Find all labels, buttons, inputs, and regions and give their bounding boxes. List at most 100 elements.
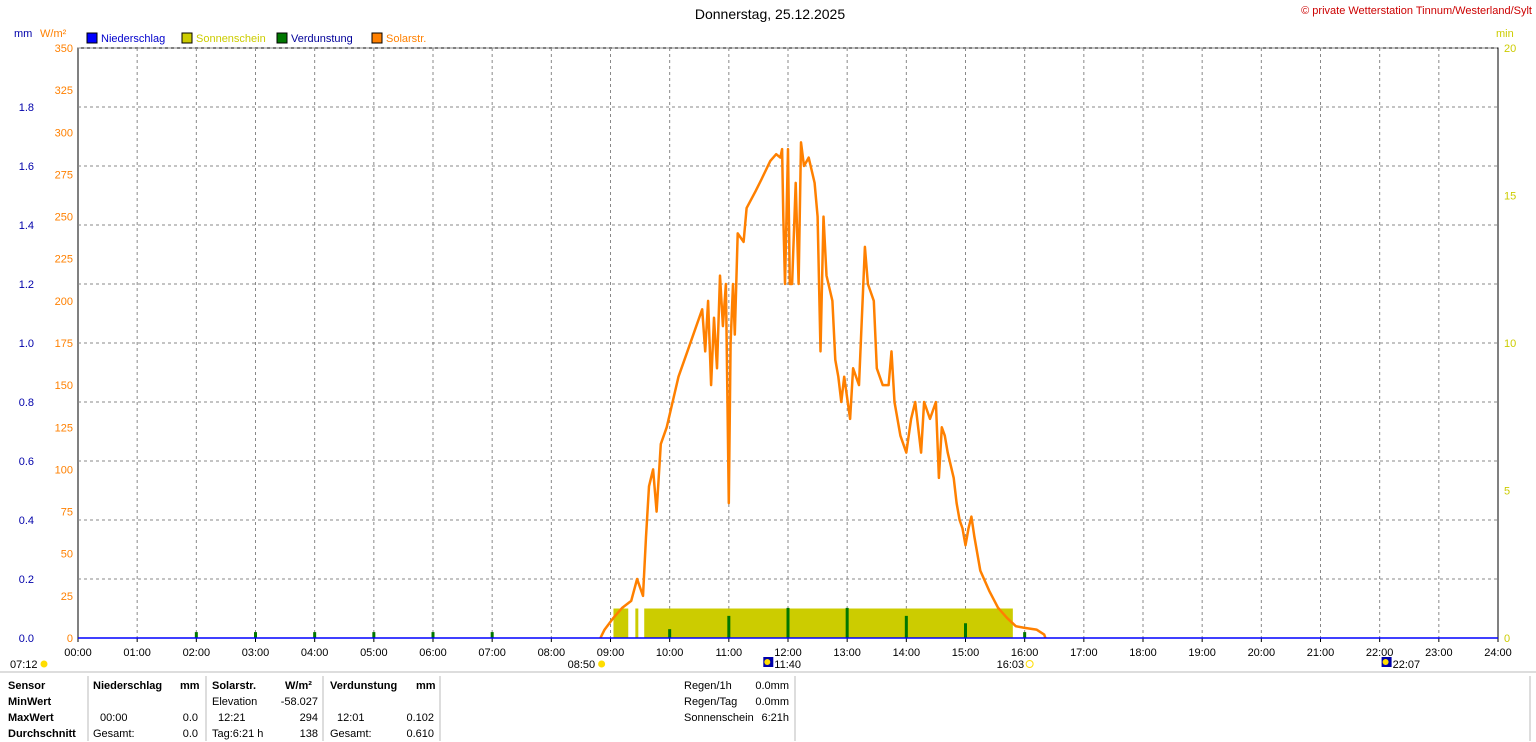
avg-rain-time: Gesamt: [93,728,135,740]
sunrise-icon [40,660,48,668]
unit-wm2-label: W/m² [40,28,67,40]
y-wm2-tick-label: 125 [55,422,73,434]
x-tick-label: 21:00 [1307,647,1335,659]
evaporation-bar [254,632,257,638]
x-tick-label: 03:00 [242,647,270,659]
sunset-icon [1025,660,1034,668]
y-mm-tick-label: 0.0 [19,633,34,645]
summary-regen1h-label: Regen/1h [684,680,732,692]
hdr-niederschlag: Niederschlag [93,680,163,692]
y-wm2-tick-label: 225 [55,254,73,266]
y-wm2-tick-label: 325 [55,85,73,97]
legend-label: Solarstr. [386,33,426,45]
event-label: 08:50 [568,659,596,671]
chart-grid [77,47,1499,639]
evaporation-bar [845,607,849,638]
legend-swatch [181,32,193,44]
summary-regentag-value: 0.0mm [755,696,789,708]
avg-evap-val: 0.610 [406,728,434,740]
y-min-tick-label: 15 [1504,191,1516,203]
evaporation-bar [727,615,731,638]
evaporation-bar [786,607,790,638]
min-solar-val: -58.027 [280,696,318,708]
legend-swatch [371,32,383,44]
max-evap-time: 12:01 [337,712,365,724]
summary-regentag-label: Regen/Tag [684,696,738,708]
x-tick-label: 13:00 [833,647,861,659]
summary-sonnenschein-label: Sonnenschein [684,712,754,724]
y-mm-tick-label: 0.6 [19,456,34,468]
event-label: 16:03 [997,659,1025,671]
x-tick-label: 05:00 [360,647,388,659]
summary-regen1h-value: 0.0mm [755,680,789,692]
y-wm2-tick-label: 0 [67,633,73,645]
avg-evap-time: Gesamt: [330,728,372,740]
x-tick-label: 09:00 [597,647,625,659]
chart-legend: Niederschlag Sonnenschein Verdunstung Solar… [86,32,426,45]
copyright-text: © private Wetterstation Tinnum/Westerlan… [1301,5,1532,17]
y-min-tick-label: 5 [1504,486,1510,498]
row-avg-label: Durchschnitt [8,728,76,740]
y-min-tick-label: 10 [1504,338,1516,350]
evaporation-bar [490,632,494,638]
x-tick-label: 02:00 [183,647,211,659]
y-mm-tick-label: 1.8 [19,102,34,114]
evaporation-bar [194,632,198,638]
max-rain-val: 0.0 [182,712,198,724]
x-tick-label: 17:00 [1070,647,1098,659]
y-wm2-tick-label: 275 [55,169,73,181]
y-mm-tick-label: 1.0 [19,338,34,350]
avg-solar-time: Tag:6:21 h [212,728,264,740]
x-tick-label: 14:00 [893,647,921,659]
chart-labels: 00:00 01:00 02:00 03:00 04:00 05:00 06:00 07:00… [14,28,1516,659]
y-wm2-tick-label: 100 [55,464,73,476]
x-tick-label: 16:00 [1011,647,1039,659]
event-label: 11:40 [774,659,801,671]
y-wm2-tick-label: 25 [61,591,73,603]
legend-swatch [276,32,288,44]
row-min-label: MinWert [8,696,52,708]
y-wm2-tick-label: 150 [55,380,73,392]
sun-icon [598,660,606,668]
hdr-solar: Solarstr. [212,680,257,692]
sunshine-bars [613,608,1013,638]
x-tick-label: 19:00 [1188,647,1216,659]
sunshine-bar [644,608,1013,638]
evaporation-bar [668,629,672,638]
max-rain-time: 00:00 [100,712,128,724]
max-evap-val: 0.102 [406,712,434,724]
stats-table: Sensor Niederschlag mm Solarstr. W/m² Ve… [0,676,1536,741]
evaporation-bars [194,607,1027,638]
y-mm-tick-label: 1.4 [19,220,34,232]
sunshine-bar [613,608,629,638]
y-mm-tick-label: 1.6 [19,161,34,173]
moon-icon-glyph [764,659,771,665]
y-wm2-tick-label: 200 [55,296,73,308]
y-mm-tick-label: 0.8 [19,397,34,409]
evaporation-bar [1023,632,1027,638]
x-tick-label: 20:00 [1248,647,1276,659]
chart-axes [77,637,1499,642]
avg-rain-val: 0.0 [182,728,198,740]
event-label: 07:12 [10,659,38,671]
y-wm2-tick-label: 350 [55,43,73,55]
x-tick-label: 15:00 [952,647,980,659]
x-tick-label: 22:00 [1366,647,1394,659]
y-mm-tick-label: 0.2 [19,574,34,586]
evaporation-bar [904,615,908,638]
sunshine-bar [635,608,639,638]
y-wm2-tick-label: 175 [55,338,73,350]
max-solar-val: 294 [299,712,318,724]
x-tick-label: 06:00 [419,647,447,659]
legend-swatch [86,32,98,44]
legend-label: Sonnenschein [196,33,266,45]
x-tick-label: 04:00 [301,647,329,659]
y-wm2-tick-label: 50 [61,549,73,561]
max-solar-time: 12:21 [218,712,246,724]
y-min-tick-label: 20 [1504,43,1516,55]
y-min-tick-label: 0 [1504,633,1510,645]
evaporation-bar [372,632,376,638]
summary-sonnenschein-value: 6:21h [761,712,789,724]
min-solar-time: Elevation [212,696,258,708]
